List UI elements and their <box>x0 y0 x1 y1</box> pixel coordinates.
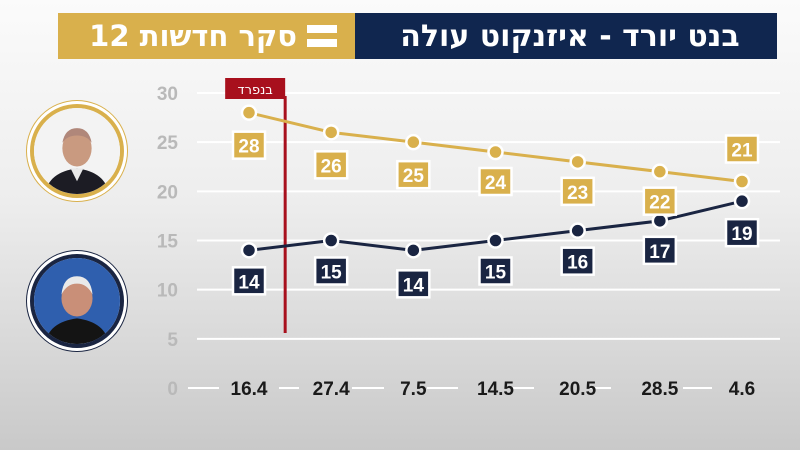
data-point <box>322 124 340 141</box>
brand-box: סקר חדשות 12 <box>58 13 355 59</box>
y-tick-label: 25 <box>157 133 179 154</box>
data-point <box>487 143 504 161</box>
annotation-label: בנפרד <box>238 83 273 98</box>
data-label: 21 <box>731 141 753 162</box>
data-point <box>322 232 340 249</box>
data-label: 14 <box>238 272 260 293</box>
data-point <box>651 163 669 180</box>
header-banner: סקר חדשות 12 בנט יורד - איזנקוט עולה <box>58 13 777 59</box>
x-tick-label: 20.5 <box>559 379 596 400</box>
brand-name: סקר חדשות <box>139 19 297 53</box>
brand-text: סקר חדשות 12 <box>89 19 297 53</box>
y-tick-label: 30 <box>157 84 178 105</box>
data-label: 14 <box>403 275 425 296</box>
data-point <box>240 104 258 121</box>
y-tick-label: 15 <box>157 232 179 253</box>
data-label-box <box>560 176 595 207</box>
man-portrait-icon <box>30 254 124 348</box>
data-label: 17 <box>649 242 670 263</box>
data-label-box <box>724 217 760 248</box>
data-label: 24 <box>485 173 507 194</box>
data-label-box <box>642 186 678 216</box>
data-label: 15 <box>321 263 343 284</box>
chart-title: בנט יורד - איזנקוט עולה <box>400 18 740 54</box>
x-tick-label: 14.5 <box>477 379 514 400</box>
data-point <box>487 232 504 249</box>
x-tick-label: 28.5 <box>641 379 678 400</box>
data-point <box>405 133 422 151</box>
data-label: 25 <box>403 166 425 187</box>
data-label-box <box>642 235 678 266</box>
data-label-box <box>231 266 267 296</box>
brand-number: 12 <box>89 19 130 53</box>
data-point <box>240 242 258 259</box>
data-label: 15 <box>485 263 507 284</box>
x-tick-label: 7.5 <box>400 379 427 400</box>
data-label: 26 <box>321 156 342 177</box>
data-point <box>569 222 586 239</box>
data-label-box <box>478 166 513 197</box>
data-label-box <box>396 159 431 190</box>
data-label-box <box>724 134 760 164</box>
data-label-box <box>313 256 349 286</box>
data-label-box <box>313 150 349 180</box>
data-label: 19 <box>731 224 752 245</box>
y-tick-label: 10 <box>157 281 178 302</box>
equals-logo-icon <box>307 25 337 47</box>
y-tick-label: 20 <box>157 182 178 203</box>
annotation-tag <box>225 78 286 99</box>
y-tick-label: 5 <box>167 330 178 351</box>
data-label: 16 <box>567 253 588 274</box>
title-box: בנט יורד - איזנקוט עולה <box>355 13 777 59</box>
data-point <box>405 242 422 259</box>
data-point <box>569 153 586 171</box>
data-label: 23 <box>567 183 588 204</box>
data-point <box>651 212 669 230</box>
data-label-box <box>560 246 595 276</box>
data-label-box <box>396 269 431 299</box>
data-point <box>733 173 751 190</box>
data-label: 28 <box>238 137 259 158</box>
data-label-box <box>478 256 513 286</box>
data-label-box <box>231 130 267 160</box>
data-point <box>733 192 751 210</box>
data-label: 22 <box>649 193 670 214</box>
x-tick-label: 16.4 <box>231 379 268 400</box>
man-portrait-icon <box>30 104 124 198</box>
x-tick-label: 27.4 <box>313 379 350 400</box>
x-tick-label: 4.6 <box>729 379 755 400</box>
y-tick-label: 0 <box>167 379 178 400</box>
